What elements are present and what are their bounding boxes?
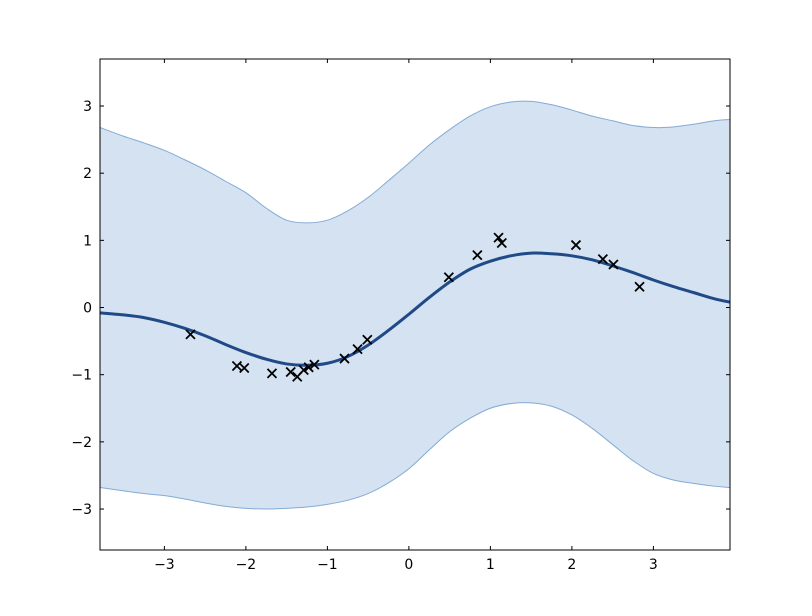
x-marker [597,254,608,265]
x-marker [472,249,483,261]
x-marker [352,344,363,355]
x-marker [608,259,619,270]
x-tick-label: 3 [649,557,658,573]
x-tick-label: −2 [236,557,257,573]
x-marker [239,362,250,374]
band-upper-edge [100,100,730,224]
x-marker [303,362,314,373]
y-tick-label: −3 [71,502,92,518]
x-marker [266,368,278,379]
x-marker [285,366,296,378]
axes-frame [99,58,731,551]
x-marker [185,329,196,340]
x-tick-label: −1 [317,557,338,573]
band-lower-edge [100,402,730,510]
data-points [185,232,645,382]
x-tick-label: 1 [486,557,495,573]
mean-curve [100,251,730,367]
x-marker [634,281,645,292]
y-tick-label: 2 [83,166,92,182]
y-tick-label: 0 [83,301,92,317]
x-marker [493,232,504,243]
confidence-band [100,100,730,510]
x-tick-label: 2 [567,557,576,573]
x-marker [309,359,320,370]
y-tick-label: −1 [71,368,92,384]
gp-mean-line [100,251,730,367]
y-tick-label: −2 [71,435,92,451]
axis-tick-labels: −3 −2 −1 0 1 2 3 −3 −2 −1 0 1 2 3 [71,99,657,573]
x-marker [339,353,350,364]
x-marker [362,334,373,345]
x-marker [570,239,582,251]
confidence-band-fill [100,101,730,510]
axis-ticks [100,59,730,550]
x-tick-label: 0 [404,557,413,573]
x-marker [231,360,243,372]
x-marker [298,364,309,376]
y-tick-label: 3 [83,99,92,115]
x-marker [496,237,507,249]
y-tick-label: 1 [83,233,92,249]
x-tick-label: −3 [154,557,175,573]
x-marker [443,272,454,283]
